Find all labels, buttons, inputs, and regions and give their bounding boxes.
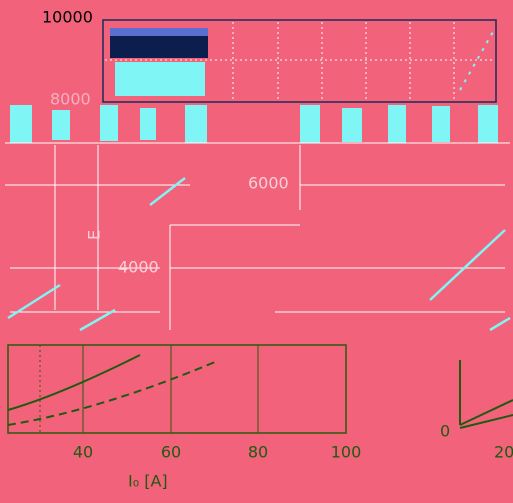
x-tick: 100	[331, 443, 362, 462]
inset-x-tick: 20	[494, 443, 513, 462]
grid	[105, 22, 494, 100]
plot-frame	[102, 19, 497, 103]
y-tick: 4000	[118, 258, 159, 277]
block-row	[10, 105, 498, 143]
bottom-frame	[7, 344, 347, 434]
y-tick: 6000	[248, 174, 289, 193]
x-axis-label: I₀ [A]	[128, 472, 168, 491]
x-tick: 40	[73, 443, 93, 462]
legend-box	[110, 36, 208, 58]
inset-curves	[459, 360, 513, 429]
curves	[7, 177, 511, 332]
y-tick: 10000	[42, 8, 93, 27]
solid-curve	[7, 354, 141, 411]
curve	[459, 29, 495, 91]
dashed-curve	[7, 361, 216, 426]
legend-cyan	[115, 62, 205, 96]
bottom-grid	[39, 345, 259, 433]
x-tick: 60	[161, 443, 181, 462]
mid-grid	[5, 142, 510, 330]
y-axis-label: E	[85, 230, 104, 240]
inset-y-tick: 0	[440, 422, 450, 441]
x-tick: 80	[248, 443, 268, 462]
legend-band	[110, 28, 208, 36]
y-tick: 8000	[50, 90, 91, 109]
